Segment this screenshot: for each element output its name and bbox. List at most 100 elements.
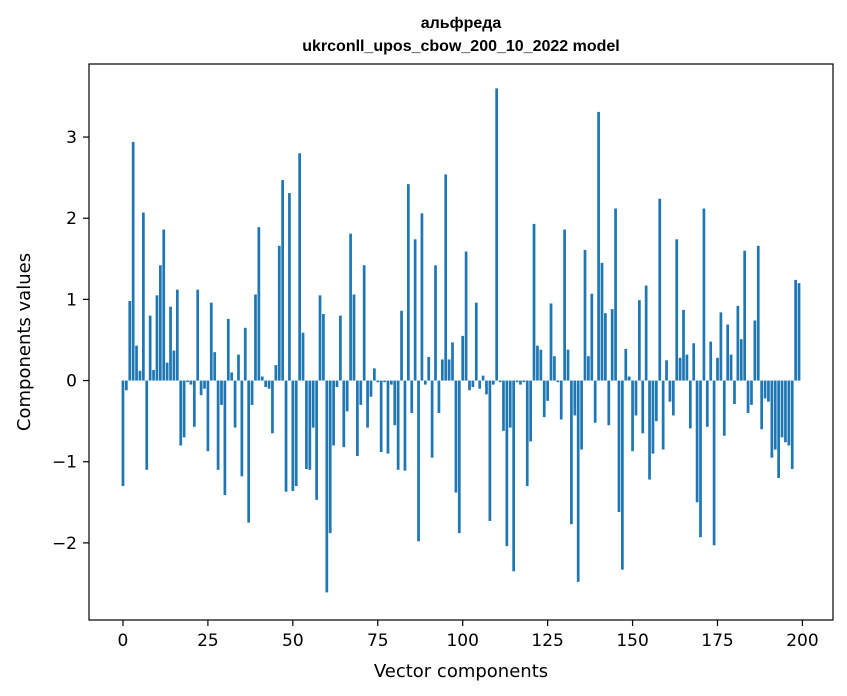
bar bbox=[383, 380, 386, 383]
y-axis-label: Components values bbox=[14, 253, 35, 431]
x-tick-label: 175 bbox=[701, 631, 733, 651]
bar bbox=[125, 380, 128, 391]
bar bbox=[658, 198, 662, 381]
bar bbox=[158, 265, 162, 381]
bar bbox=[777, 380, 780, 478]
x-tick-label: 50 bbox=[282, 631, 304, 651]
bar bbox=[359, 380, 363, 405]
bar bbox=[536, 345, 539, 381]
x-tick-label: 75 bbox=[367, 631, 389, 651]
bar bbox=[396, 380, 400, 470]
bar bbox=[624, 348, 628, 381]
bar bbox=[665, 360, 668, 381]
bar bbox=[410, 380, 414, 414]
bar bbox=[485, 380, 488, 395]
bar bbox=[349, 233, 352, 381]
bar bbox=[294, 380, 298, 487]
bar bbox=[142, 212, 145, 381]
bar bbox=[427, 357, 431, 381]
bar bbox=[617, 380, 621, 513]
bar bbox=[726, 324, 730, 381]
bar bbox=[335, 380, 339, 388]
bar bbox=[719, 312, 723, 381]
bar bbox=[773, 380, 777, 450]
bar bbox=[305, 380, 308, 470]
bar bbox=[756, 245, 760, 381]
bar bbox=[138, 370, 142, 381]
bar bbox=[362, 265, 366, 381]
bar bbox=[257, 227, 261, 381]
bar bbox=[250, 380, 254, 405]
bar bbox=[498, 380, 502, 383]
bar bbox=[532, 223, 536, 381]
bar bbox=[716, 357, 719, 381]
bar bbox=[169, 306, 172, 381]
bar bbox=[515, 380, 519, 383]
bar bbox=[621, 380, 624, 570]
x-tick-label: 100 bbox=[446, 631, 478, 651]
x-tick-label: 150 bbox=[616, 631, 648, 651]
bar bbox=[671, 380, 675, 416]
bar bbox=[502, 380, 505, 431]
bar bbox=[121, 380, 125, 487]
y-tick-label: 1 bbox=[66, 290, 77, 310]
bar bbox=[729, 354, 733, 381]
bar bbox=[145, 380, 149, 470]
bar bbox=[685, 354, 689, 381]
bar bbox=[291, 380, 295, 491]
bar bbox=[593, 380, 597, 423]
bar bbox=[784, 380, 787, 443]
y-tick-label: −2 bbox=[52, 534, 77, 554]
bar bbox=[712, 380, 716, 546]
bar bbox=[709, 341, 713, 381]
bar bbox=[790, 380, 794, 470]
bar bbox=[519, 380, 522, 385]
x-tick-label: 125 bbox=[531, 631, 563, 651]
bar bbox=[284, 380, 288, 492]
bar bbox=[668, 380, 672, 402]
bar bbox=[590, 293, 594, 381]
x-tick-label: 0 bbox=[118, 631, 129, 651]
bar bbox=[471, 380, 475, 388]
bar bbox=[406, 184, 410, 381]
bar bbox=[254, 294, 257, 381]
bar bbox=[434, 265, 437, 381]
bar bbox=[437, 380, 441, 414]
bar bbox=[322, 314, 325, 381]
bar bbox=[155, 295, 159, 381]
bar bbox=[165, 362, 169, 381]
bar bbox=[373, 368, 376, 381]
y-tick-label: −1 bbox=[52, 453, 77, 473]
bar bbox=[271, 380, 274, 434]
bar bbox=[508, 380, 512, 428]
bar bbox=[277, 245, 281, 381]
bar bbox=[274, 365, 278, 381]
bar bbox=[315, 380, 318, 500]
bar bbox=[644, 285, 648, 381]
bar bbox=[328, 380, 332, 534]
y-tick-label: 2 bbox=[66, 209, 77, 229]
bars-group bbox=[121, 88, 801, 593]
bar bbox=[162, 229, 166, 381]
bar bbox=[464, 251, 468, 381]
bar bbox=[417, 380, 420, 542]
bar bbox=[678, 357, 682, 381]
bar bbox=[529, 380, 532, 442]
bar bbox=[641, 380, 645, 434]
bar bbox=[243, 327, 247, 381]
bar bbox=[281, 180, 284, 381]
bar bbox=[403, 380, 407, 471]
bar bbox=[172, 350, 176, 381]
bar bbox=[213, 352, 217, 381]
bar bbox=[648, 380, 651, 480]
bar bbox=[614, 208, 617, 381]
bar bbox=[556, 380, 560, 383]
bar bbox=[332, 380, 335, 446]
bar bbox=[780, 380, 784, 438]
bar bbox=[420, 213, 424, 381]
bar bbox=[311, 380, 315, 428]
bar bbox=[495, 88, 499, 381]
x-axis-label: Vector components bbox=[374, 661, 548, 682]
bar bbox=[345, 380, 349, 412]
